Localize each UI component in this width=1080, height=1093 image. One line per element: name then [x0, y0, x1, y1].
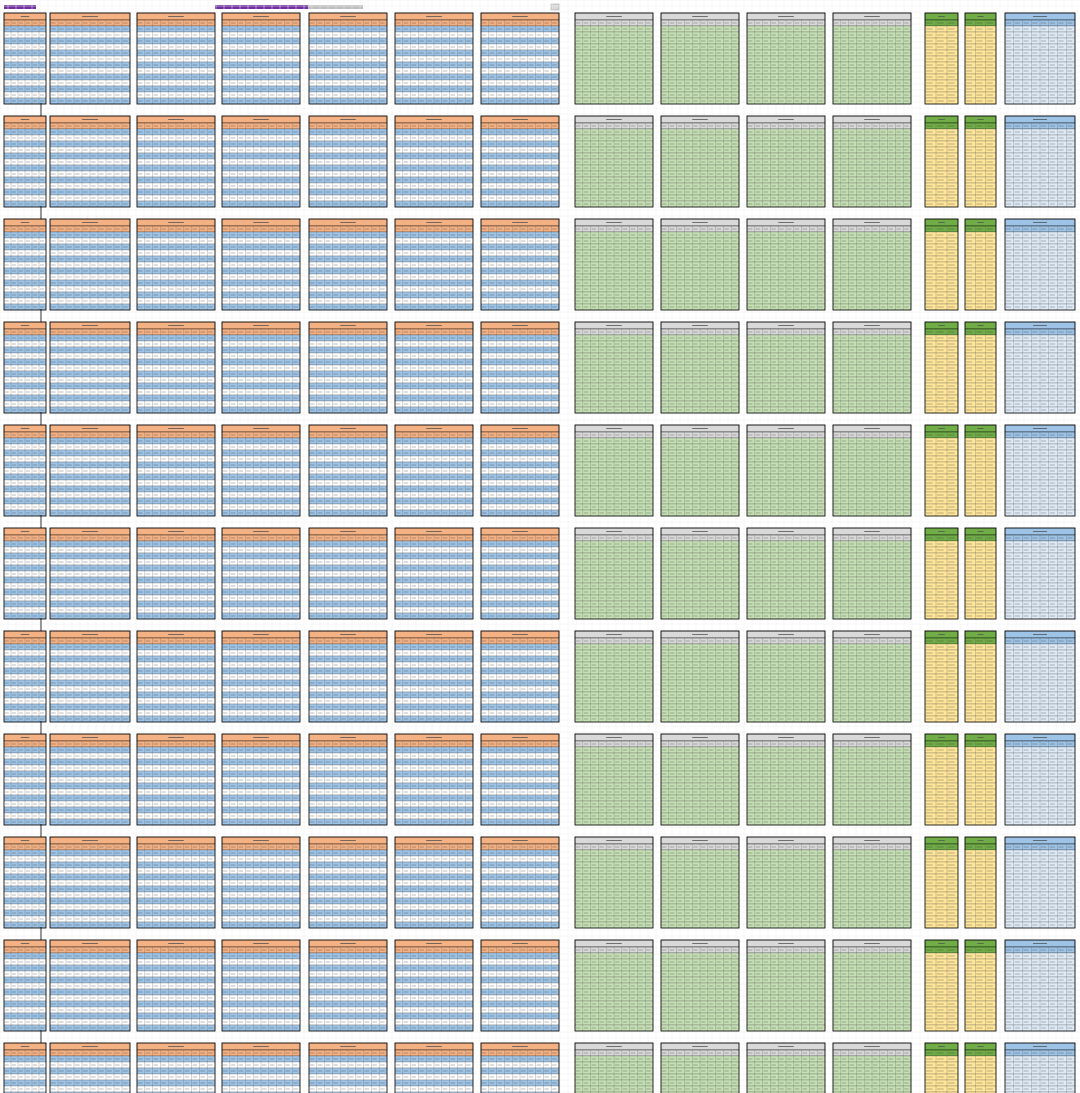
table-border [832, 12, 912, 105]
table-border [1004, 12, 1076, 105]
table-border [136, 115, 216, 208]
toolbar-button[interactable] [550, 3, 560, 11]
progress-filled [215, 5, 308, 9]
table-border [136, 12, 216, 105]
progress-empty [308, 5, 363, 9]
table-border [308, 115, 388, 208]
table-border [746, 12, 826, 105]
table-block [3, 12, 1076, 116]
table-border [964, 12, 997, 105]
table-border [480, 115, 560, 208]
table-border [924, 12, 959, 105]
table-border [308, 12, 388, 105]
table-border [394, 115, 474, 208]
table-border [480, 12, 560, 105]
table-border [49, 115, 131, 208]
table-border [660, 12, 740, 105]
table-border [221, 115, 301, 208]
table-border [574, 115, 654, 208]
table-border [221, 12, 301, 105]
table-block [3, 115, 1076, 219]
toolbar-bar [4, 5, 36, 9]
table-border [574, 12, 654, 105]
table-border [3, 12, 47, 105]
table-border [394, 12, 474, 105]
table-border [49, 12, 131, 105]
table-border [3, 115, 47, 208]
